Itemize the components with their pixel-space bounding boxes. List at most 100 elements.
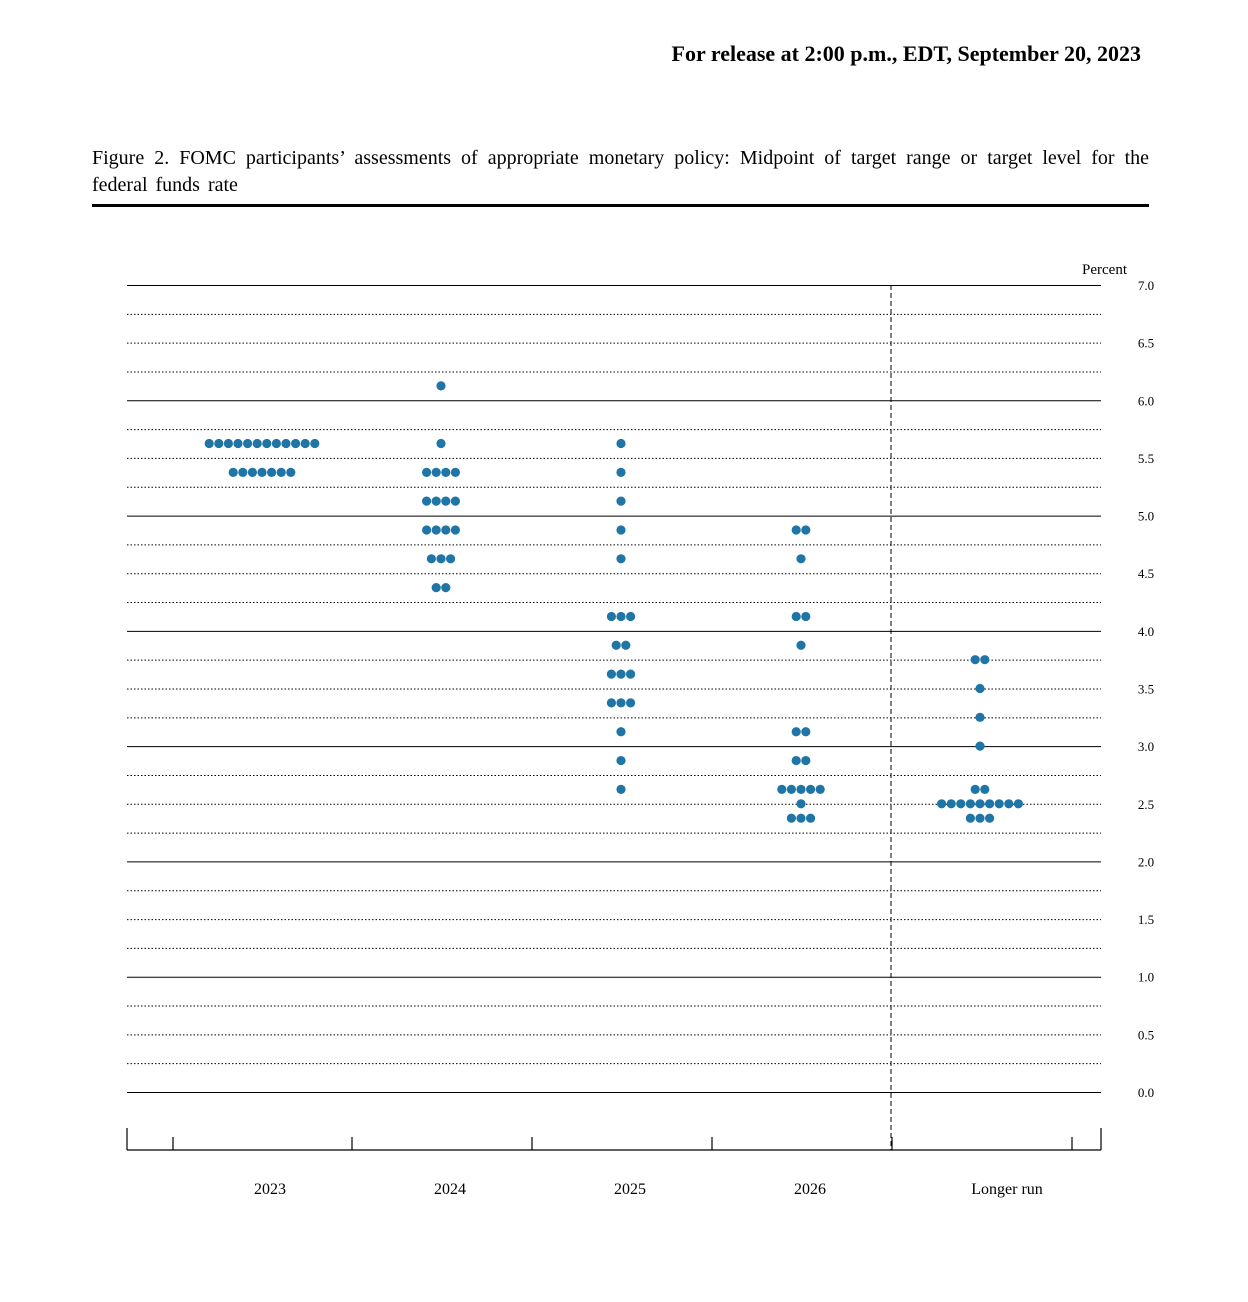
dot [975,741,985,751]
dot [441,525,451,535]
y-tick-label: 0.5 [1138,1027,1154,1042]
dot [616,784,626,794]
dot [616,554,626,564]
dot [796,799,806,809]
y-tick-label: 5.0 [1138,509,1154,524]
dot [970,655,980,665]
dot [281,438,291,449]
dot [606,611,617,622]
dot [257,467,267,477]
x-tick-label: 2026 [794,1181,826,1198]
dot [626,698,636,708]
dot [204,438,214,449]
dot [791,611,801,622]
y-tick-label: 6.0 [1138,393,1154,408]
y-tick-label: 1.5 [1138,912,1154,927]
dot [937,799,947,809]
dot [606,669,617,679]
y-axis-label: Percent [1082,262,1128,278]
dot [616,438,626,449]
y-tick-label: 5.5 [1138,451,1154,466]
y-tick-label: 1.0 [1138,970,1154,985]
dot [965,813,976,823]
dot [975,683,985,694]
dot [310,438,320,449]
dot [441,467,451,477]
dot [956,799,966,809]
dot [616,467,626,477]
x-tick-label: 2023 [254,1181,286,1198]
dot [801,755,811,766]
dot [806,813,816,823]
dot [611,640,621,650]
dot [616,755,626,766]
dot [980,655,990,665]
dot [791,755,801,766]
dot [815,784,825,794]
dot [233,438,243,449]
dot [965,799,976,809]
dot [300,438,310,449]
caption-rule [92,204,1149,207]
dot [616,669,626,679]
dot [436,438,446,449]
y-tick-label: 4.0 [1138,624,1154,639]
dot [975,813,985,823]
dot [616,611,626,622]
dot [267,467,277,477]
dot [801,727,811,737]
dot [291,438,301,449]
x-axis [126,1128,1102,1151]
dot [946,799,956,809]
dot [994,799,1004,809]
dot [786,784,797,794]
dot [271,438,281,449]
dot [801,525,811,535]
y-tick-label: 2.0 [1138,854,1154,869]
dot [606,698,617,708]
dot [426,554,436,564]
dots [204,381,1024,823]
dot [985,799,995,809]
dot [431,496,441,506]
dot [626,669,636,679]
y-tick-label: 6.5 [1138,336,1154,351]
dot [777,784,787,794]
dot [262,438,272,449]
dot [276,467,286,477]
dot [806,784,816,794]
dot [422,496,432,506]
dot [980,784,990,794]
dot [796,640,806,650]
dot [801,611,811,622]
dot [975,712,985,722]
y-tick-label: 2.5 [1138,797,1154,812]
dot [985,813,995,823]
y-tick-labels: 0.0 0.5 1.0 1.5 2.0 2.5 3.0 3.5 4.0 4.5 5.0 5.5 6.0 6… [1138,278,1154,1100]
dot [228,467,238,477]
x-tick-label: Longer run [971,1181,1043,1198]
dot [796,784,806,794]
grid-lines [127,285,1101,1093]
dot [422,525,432,535]
dot [431,467,441,477]
dot [1004,799,1014,809]
dot [436,554,446,564]
dot [450,496,460,506]
y-tick-label: 3.0 [1138,739,1154,754]
dot [796,554,806,564]
dot [286,467,296,477]
dot [446,554,456,564]
dot [243,438,253,449]
dot [1013,799,1024,809]
dot [621,640,631,650]
y-tick-label: 7.0 [1138,278,1154,293]
x-tick-label: 2024 [434,1181,466,1198]
release-line: For release at 2:00 p.m., EDT, September… [671,41,1141,66]
dot [791,525,801,535]
dot [626,611,636,622]
y-tick-label: 3.5 [1138,682,1154,697]
dot [431,525,441,535]
dot [616,525,626,535]
